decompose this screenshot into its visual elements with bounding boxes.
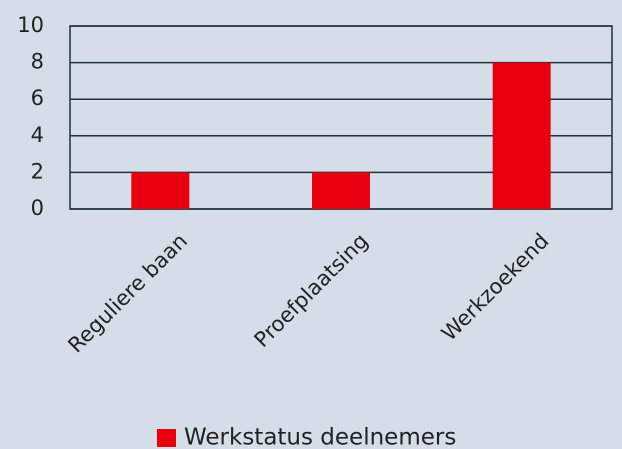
bar (312, 172, 370, 209)
y-tick-label: 2 (31, 159, 44, 183)
y-tick-label: 10 (17, 13, 44, 37)
y-tick-label: 6 (31, 86, 44, 110)
y-tick-label: 0 (31, 196, 44, 220)
y-tick-label: 8 (31, 50, 44, 74)
bar (131, 172, 190, 209)
bar (492, 62, 551, 209)
y-tick-label: 4 (31, 123, 44, 147)
legend-label: Werkstatus deelnemers (184, 425, 456, 449)
legend-swatch (157, 429, 176, 447)
